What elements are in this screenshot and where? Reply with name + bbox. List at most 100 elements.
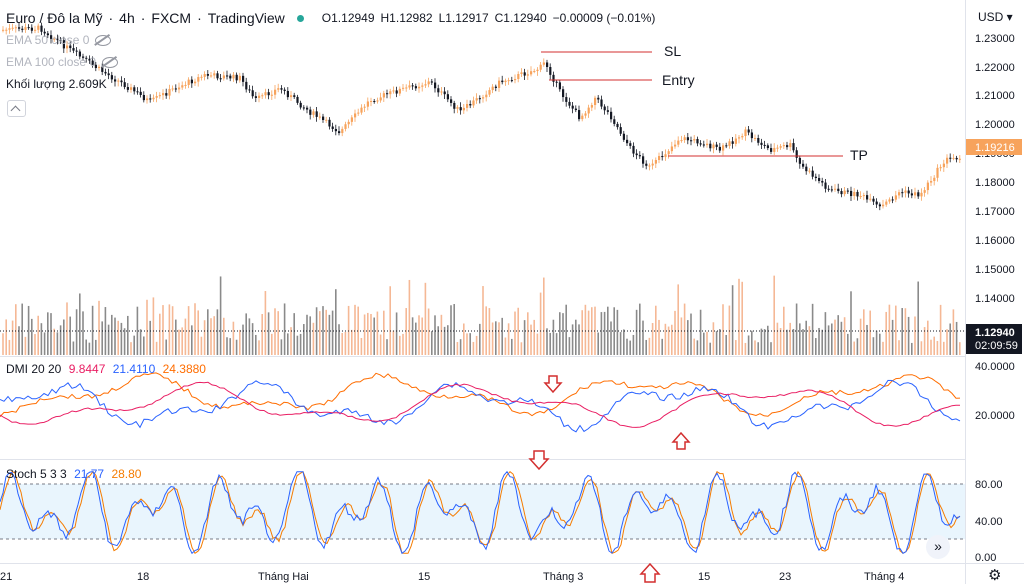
candle-body [622,133,625,140]
candle-body [24,27,27,30]
candle-body [578,110,581,120]
candle-body [450,99,453,103]
stoch-tick: 40.00 [975,516,1003,528]
candle-body [731,141,734,144]
candle-body [411,85,414,87]
volume-bar [63,319,65,355]
candle-body [354,113,357,118]
symbol-name[interactable]: Euro / Đô la Mỹ [6,10,103,26]
volume-bar [904,308,907,355]
double-chevron-right-icon[interactable]: » [926,535,950,559]
candle-body [94,64,97,69]
volume-bar [303,324,305,355]
candle-body [187,79,190,85]
candle-body [824,182,827,189]
volume-bar [5,319,7,355]
candle-body [120,80,123,83]
candle-body [830,189,833,191]
volume-bar [130,342,132,355]
candle-body [546,62,549,68]
volume-bar [952,309,955,355]
candle-body [254,96,257,98]
candle-body [85,57,88,59]
candle-body [18,27,21,29]
volume-bar [114,317,116,355]
candle-body [123,82,126,88]
candle-body [827,188,830,190]
interval[interactable]: 4h [119,10,135,26]
volume-bar [623,329,625,355]
volume-bar [21,303,23,355]
time-tick: Tháng 4 [864,571,904,583]
candle-body [498,80,501,88]
candle-body [840,191,843,195]
candle-body [789,143,792,148]
volume-bar [946,329,948,355]
candle-body [50,35,53,39]
candle-body [558,82,561,90]
volume-bar [463,323,465,355]
candle-body [126,87,129,90]
volume-bar [802,329,804,355]
volume-bar [629,340,631,355]
stoch-legend[interactable]: Stoch 5 3 3 21.77 28.80 [6,467,141,481]
candle-body [875,201,878,205]
candle-body [750,132,753,139]
eye-off-icon[interactable] [102,57,119,69]
volume-bar [559,312,561,355]
volume-bar [8,339,11,355]
chevron-up-icon[interactable] [7,100,26,117]
volume-bar [943,341,945,355]
volume-bar [680,317,683,355]
volume-bar [181,327,183,355]
dmi-title: DMI 20 20 [6,362,62,376]
candle-body [427,81,430,85]
separator: · [197,10,202,26]
candle-body [107,73,110,76]
dmi-legend[interactable]: DMI 20 20 9.8447 21.4110 24.3880 [6,362,206,376]
price-tick: 1.16000 [975,235,1015,247]
candle-body [805,166,808,172]
currency-selector[interactable]: USD ▾ [978,10,1013,24]
volume-bar [69,316,71,355]
volume-bar [552,319,555,355]
volume-bar [168,304,171,355]
volume-bar [648,337,651,355]
dmi-plus-value: 21.4110 [112,362,156,376]
volume-bar [850,291,852,355]
eye-off-icon[interactable] [95,35,112,47]
volume-bar [440,314,443,355]
volume-bar [507,323,510,355]
candle-body [82,56,85,58]
candle-body [923,190,926,193]
candle-body [242,75,245,82]
candle-body [91,60,94,65]
volume-bar [664,323,667,355]
candle-body [574,108,577,111]
price-axis[interactable]: 1.23000 1.22000 1.21000 1.20000 1.19000 … [975,33,1015,305]
time-axis[interactable]: 21 18 Tháng Hai 15 Tháng 3 15 23 Tháng 4 [0,571,904,583]
dmi-pane[interactable] [0,372,961,433]
stoch-pane[interactable] [0,470,961,555]
volume-bar [56,332,59,355]
volume-bar [79,293,81,355]
symbol-legend[interactable]: Euro / Đô la Mỹ · 4h · FXCM · TradingVie… [6,10,655,26]
gear-icon[interactable]: ⚙ [988,567,1002,584]
candle-body [296,96,299,103]
candle-body [562,89,565,98]
volume-bar [2,333,4,355]
volume-bar [491,322,494,355]
dmi-line [0,379,961,433]
candle-body [21,28,24,30]
volume-bar [821,329,823,355]
candle-body [520,72,523,75]
volume-bar [194,303,196,355]
candle-body [190,79,193,84]
volume-legend[interactable]: Khối lượng 2.609K [6,77,107,91]
volume-bar [200,336,203,355]
ema50-legend[interactable]: EMA 50 close 0 [6,33,112,47]
volume-bar [370,313,372,355]
ema100-legend[interactable]: EMA 100 close 0 [6,55,119,69]
volume-bar [955,321,958,355]
